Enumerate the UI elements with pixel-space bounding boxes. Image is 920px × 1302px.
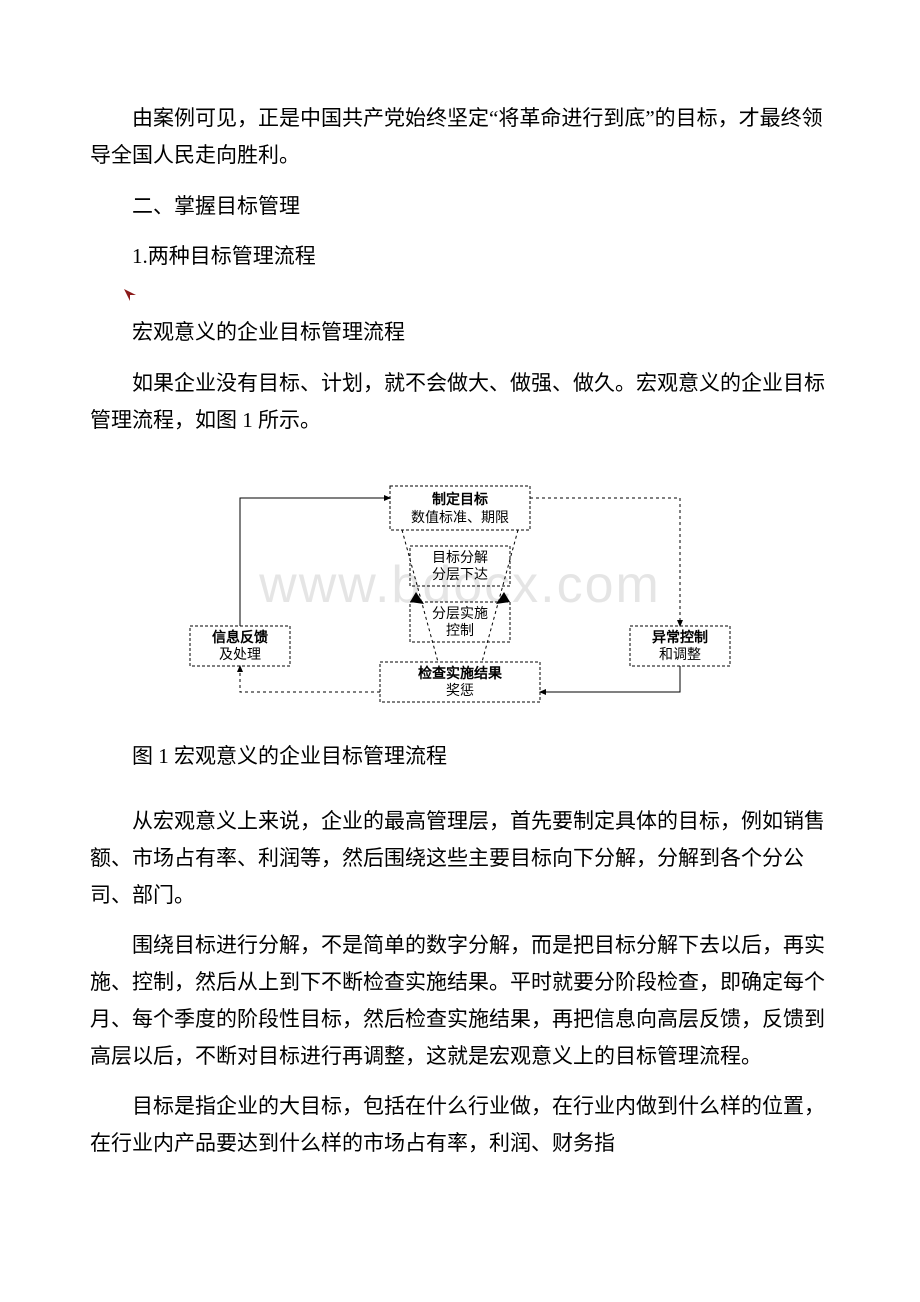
flow-edge-feedback-to-top	[240, 498, 390, 626]
section-heading-2: 二、掌握目标管理	[90, 188, 830, 225]
paragraph-macro-3: 目标是指企业的大目标，包括在什么行业做，在行业内做到什么样的位置，在行业内产品要…	[90, 1088, 830, 1162]
paragraph-macro-intro: 如果企业没有目标、计划，就不会做大、做强、做久。宏观意义的企业目标管理流程，如图…	[90, 365, 830, 439]
paragraph-macro-1: 从宏观意义上来说，企业的最高管理层，首先要制定具体的目标，例如销售额、市场占有率…	[90, 803, 830, 913]
flow-edge-exception-to-check	[540, 666, 680, 692]
flow-node-implement-l1: 分层实施	[432, 606, 488, 622]
flowchart-svg: 制定目标 数值标准、期限 目标分解 分层下达 分层实施 控制 检查实施结果 奖惩…	[180, 466, 740, 726]
arrow-bullet-icon	[122, 287, 138, 308]
flow-node-set-goal-l1: 制定目标	[432, 491, 488, 508]
flow-node-decompose-l1: 目标分解	[432, 550, 488, 566]
figure-container: 制定目标 数值标准、期限 目标分解 分层下达 分层实施 控制 检查实施结果 奖惩…	[90, 466, 830, 726]
flow-edge-check-to-feedback	[240, 666, 380, 692]
flow-node-check-l1: 检查实施结果	[418, 665, 503, 682]
flow-node-exception-l1: 异常控制	[652, 629, 708, 646]
flow-node-decompose-l2: 分层下达	[432, 567, 488, 583]
flow-node-feedback-l1: 信息反馈	[212, 629, 268, 646]
flow-edge-diag-right-arrow-icon	[496, 592, 510, 604]
paragraph-macro-2: 围绕目标进行分解，不是简单的数字分解，而是把目标分解下去以后，再实施、控制，然后…	[90, 927, 830, 1074]
intro-paragraph: 由案例可见，正是中国共产党始终坚定“将革命进行到底”的目标，才最终领导全国人民走…	[90, 100, 830, 174]
flow-edge-diag-left-arrow-icon	[410, 592, 424, 604]
figure-caption: 图 1 宏观意义的企业目标管理流程	[90, 738, 830, 775]
flow-node-exception-l2: 和调整	[659, 647, 701, 663]
bullet-row	[90, 287, 830, 308]
flow-edge-top-to-exception	[530, 498, 680, 626]
section-heading-3: 1.两种目标管理流程	[90, 238, 830, 275]
flow-node-check-l2: 奖惩	[446, 682, 474, 699]
flow-node-set-goal-l2: 数值标准、期限	[411, 510, 509, 526]
flow-node-implement-l2: 控制	[446, 623, 474, 639]
flow-node-feedback-l2: 及处理	[219, 647, 261, 663]
subheading-macro: 宏观意义的企业目标管理流程	[90, 314, 830, 351]
